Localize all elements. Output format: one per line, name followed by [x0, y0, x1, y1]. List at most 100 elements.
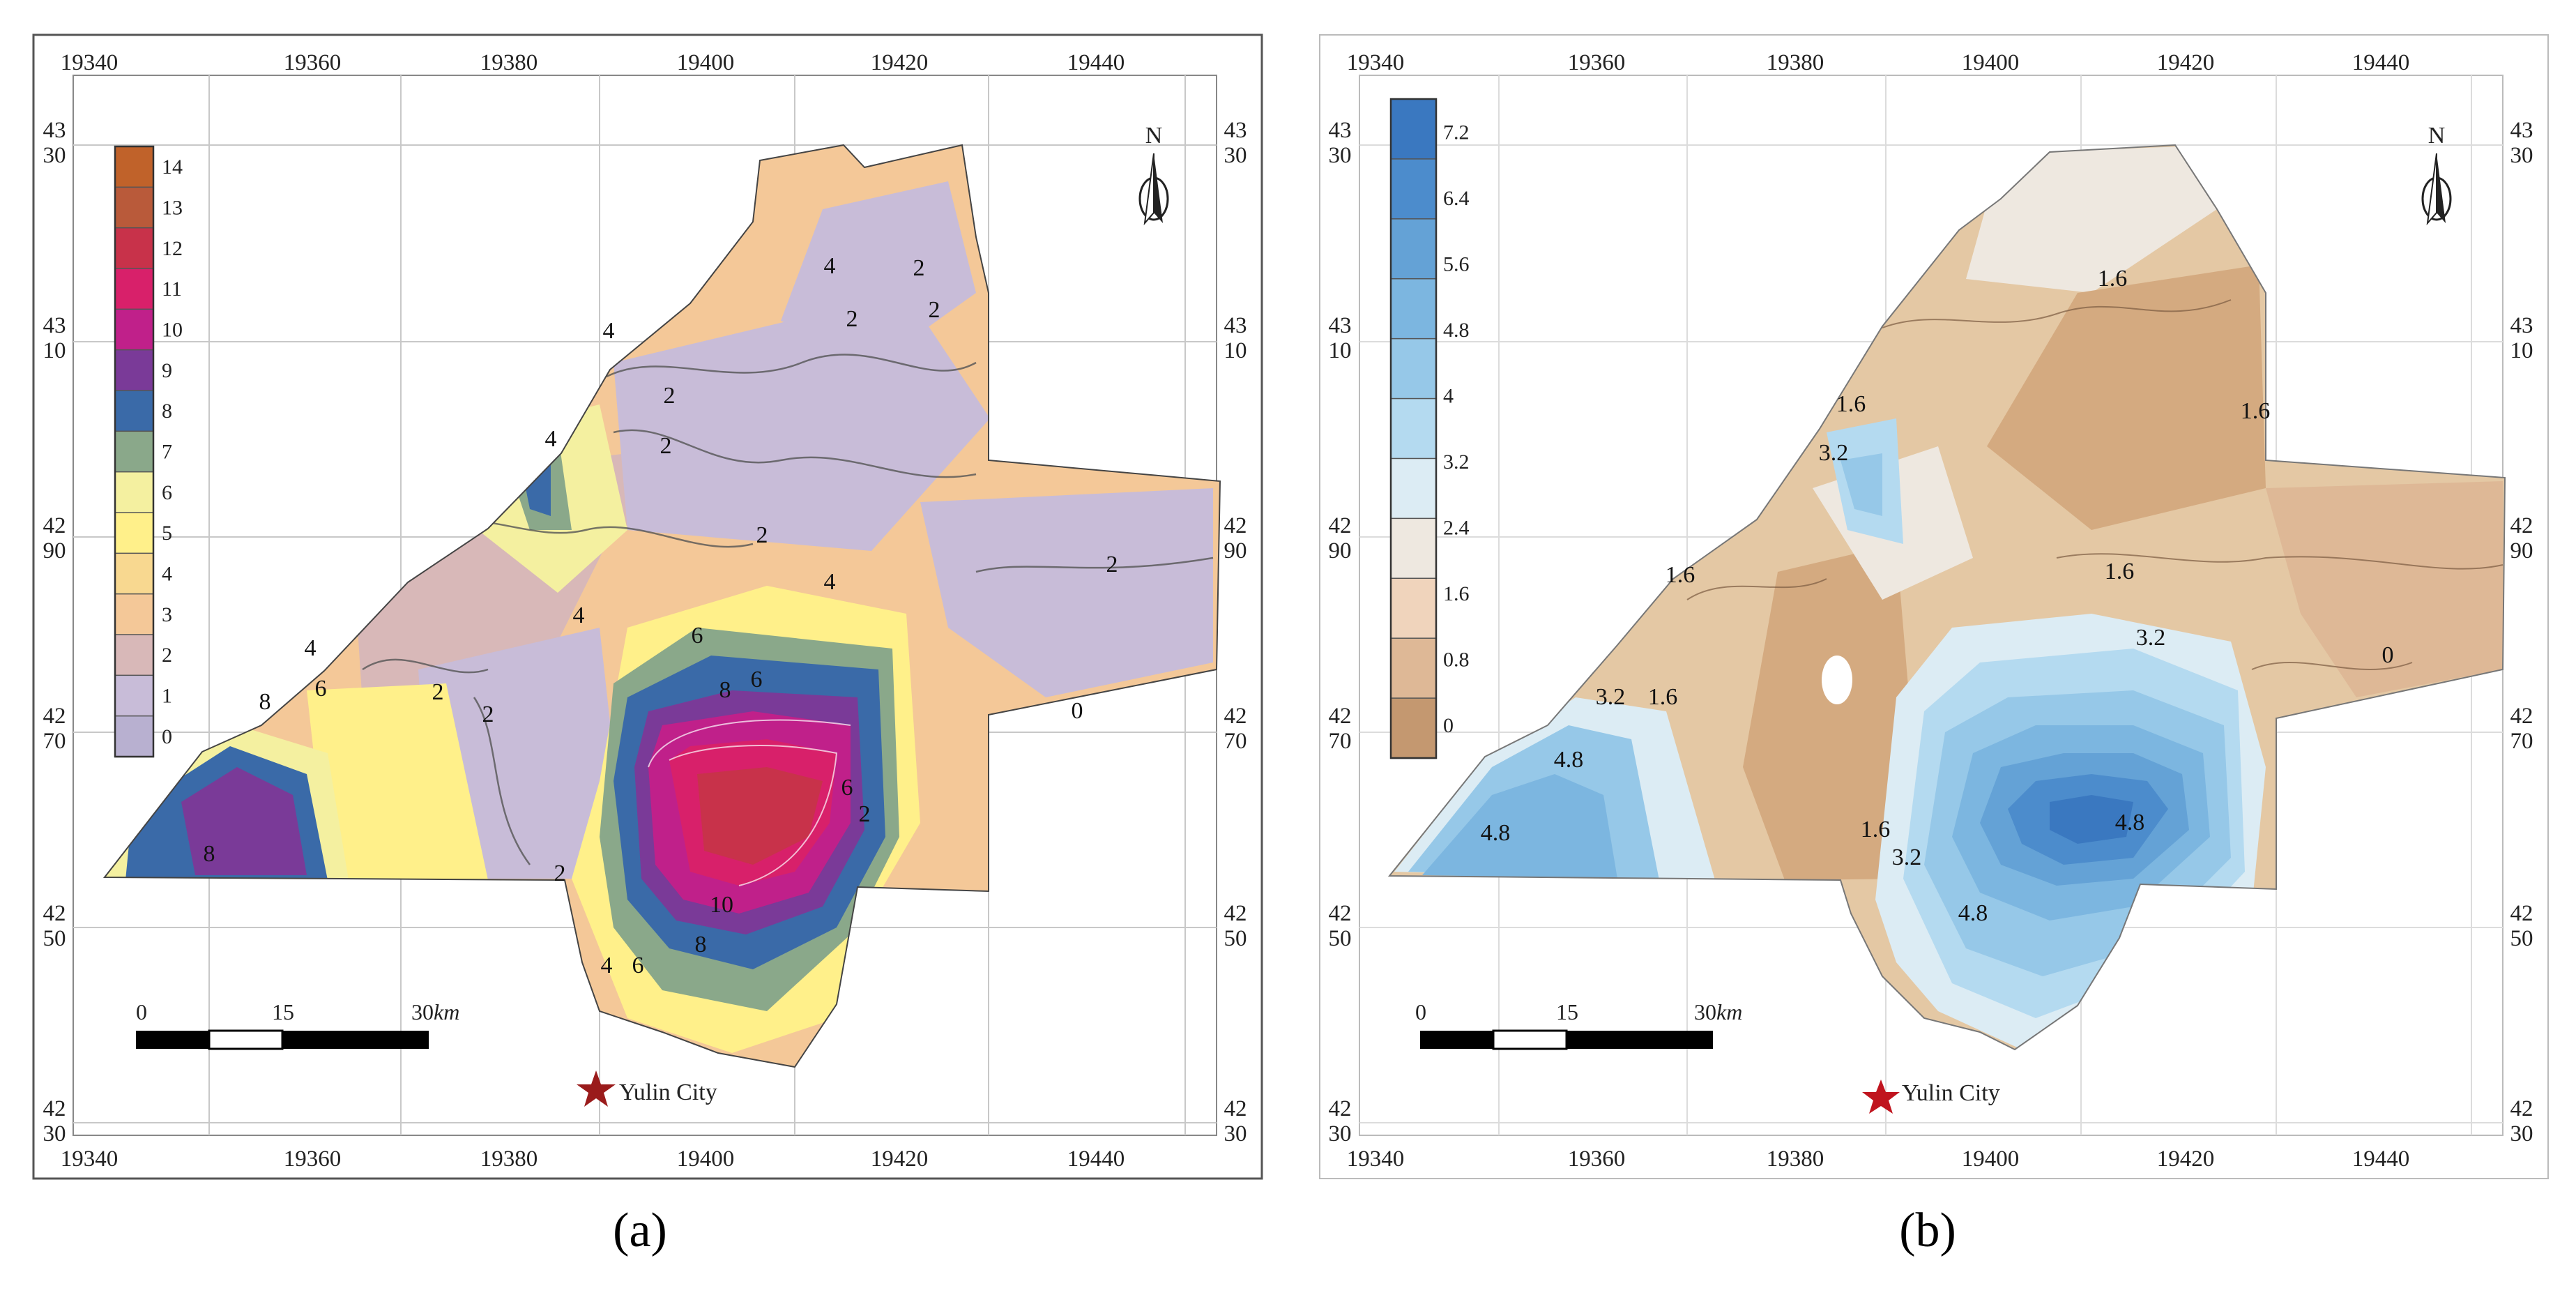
legend-swatch	[114, 552, 154, 595]
y-tick-label-minor: 50	[43, 926, 66, 951]
legend-value-label: 2.4	[1443, 516, 1470, 539]
y-tick-label-minor: 30	[2510, 1121, 2533, 1146]
scale-tick-15: 15	[1556, 999, 1578, 1024]
y-tick-label-minor: 50	[1224, 926, 1247, 951]
x-tick-label: 19340	[1347, 1146, 1405, 1172]
x-tick-label: 19380	[480, 1146, 538, 1172]
y-tick-label-major: 43	[1224, 118, 1247, 143]
legend-swatch	[1390, 278, 1437, 340]
contour-label: 0	[2382, 642, 2394, 668]
legend-value-label: 4	[1443, 384, 1454, 407]
x-tick-label: 19380	[480, 50, 538, 75]
legend-swatch	[114, 308, 154, 351]
y-tick-label-minor: 50	[2510, 926, 2533, 951]
legend-value-label: 10	[162, 319, 183, 342]
contour-label: 4.8	[1554, 747, 1584, 773]
legend-swatch	[1390, 338, 1437, 400]
x-tick-label: 19360	[284, 1146, 342, 1172]
panel-b-city-label: Yulin City	[1902, 1080, 2000, 1106]
x-tick-label: 19380	[1767, 50, 1824, 75]
y-tick-label-minor: 90	[2510, 538, 2533, 563]
legend-value-label: 1.6	[1443, 582, 1470, 605]
panel-b-legend: 7.2 6.4 5.6 4.8 4 3.2 2.4 1.6 0.8 0	[1389, 98, 1470, 759]
legend-swatch	[114, 349, 154, 392]
legend-value-label: 5	[162, 522, 172, 545]
legend-swatch	[114, 471, 154, 514]
panel-b-contour-labels: 1.61.63.21.61.61.63.23.21.604.84.8 1.63.2…	[1481, 266, 2394, 926]
y-tick-label-minor: 30	[1224, 1121, 1247, 1146]
contour-label: 1.6	[1861, 817, 1891, 842]
contour-label: 1.6	[2241, 398, 2271, 424]
y-tick-label-major: 42	[43, 513, 66, 538]
panel-b-north-arrow: N	[2421, 123, 2452, 226]
legend-value-label: 4.8	[1443, 319, 1470, 342]
y-tick-label-minor: 70	[2510, 729, 2533, 754]
x-tick-label: 19380	[1767, 1146, 1824, 1172]
legend-swatch	[1390, 397, 1437, 460]
star-icon	[577, 1070, 616, 1107]
y-tick-label-minor: 10	[2510, 338, 2533, 363]
y-tick-label-major: 42	[1224, 704, 1247, 729]
legend-value-label: 6	[162, 481, 172, 504]
panel-b-scale-bar: 0 15 30km	[1415, 999, 1742, 1050]
y-tick-label-major: 42	[43, 704, 66, 729]
contour-label: 4.8	[1481, 820, 1511, 846]
legend-value-label: 9	[162, 359, 172, 382]
x-tick-label: 19440	[1067, 50, 1125, 75]
x-tick-label: 19360	[1568, 50, 1626, 75]
legend-value-label: 4	[162, 563, 172, 586]
legend-value-label: 3	[162, 603, 172, 626]
legend-value-label: 7	[162, 441, 172, 464]
y-tick-label-minor: 10	[1329, 338, 1352, 363]
star-icon	[1862, 1080, 1900, 1114]
legend-swatch	[114, 390, 154, 432]
contour-label: 4	[824, 253, 836, 279]
panel-b-x-ticks-bottom: 19340 19360 19380 19400 19420 19440	[1347, 1146, 2410, 1172]
contour-label: 6	[632, 953, 644, 978]
legend-value-label: 0	[1443, 714, 1454, 737]
legend-swatch	[1390, 697, 1437, 759]
legend-swatch	[114, 146, 154, 188]
panel-a-caption: (a)	[613, 1204, 667, 1257]
y-tick-label-major: 42	[43, 901, 66, 926]
y-tick-label-minor: 30	[1329, 1121, 1352, 1146]
contour-label: 1.6	[1666, 562, 1695, 588]
contour-label: 3.2	[1819, 440, 1849, 466]
legend-value-label: 1	[162, 685, 172, 708]
legend-value-label: 2	[162, 644, 172, 667]
legend-swatch	[114, 430, 154, 473]
panel-a-boundary	[102, 144, 1221, 1068]
legend-swatch	[114, 186, 154, 229]
scale-tick-15: 15	[272, 999, 294, 1024]
x-tick-label: 19400	[677, 50, 735, 75]
y-tick-label-major: 43	[2510, 118, 2533, 143]
panel-a-scale-bar: 0 15 30km	[136, 999, 459, 1050]
panel-b-boundary	[1387, 144, 2506, 1051]
x-tick-label: 19340	[61, 50, 119, 75]
scale-tick-0: 0	[1415, 999, 1426, 1024]
panel-a-north-label: N	[1145, 123, 1163, 149]
contour-label: 1.6	[1836, 391, 1866, 417]
x-tick-label: 19420	[2157, 50, 2215, 75]
x-tick-label: 19400	[1962, 50, 2020, 75]
contour-label: 8	[259, 689, 271, 715]
legend-frame	[1389, 98, 1438, 759]
panel-b-x-ticks-top: 19340 19360 19380 19400 19420 19440	[1347, 50, 2410, 75]
legend-swatch	[1390, 577, 1437, 639]
contour-label: 4.8	[2115, 810, 2145, 835]
contour-label: 3.2	[2136, 625, 2166, 651]
contour-label: 3.2	[1892, 845, 1922, 870]
contour-label: 2	[432, 679, 444, 705]
contour-label: 2	[660, 433, 672, 459]
x-tick-label: 19420	[871, 1146, 929, 1172]
contour-label: 10	[710, 892, 733, 918]
